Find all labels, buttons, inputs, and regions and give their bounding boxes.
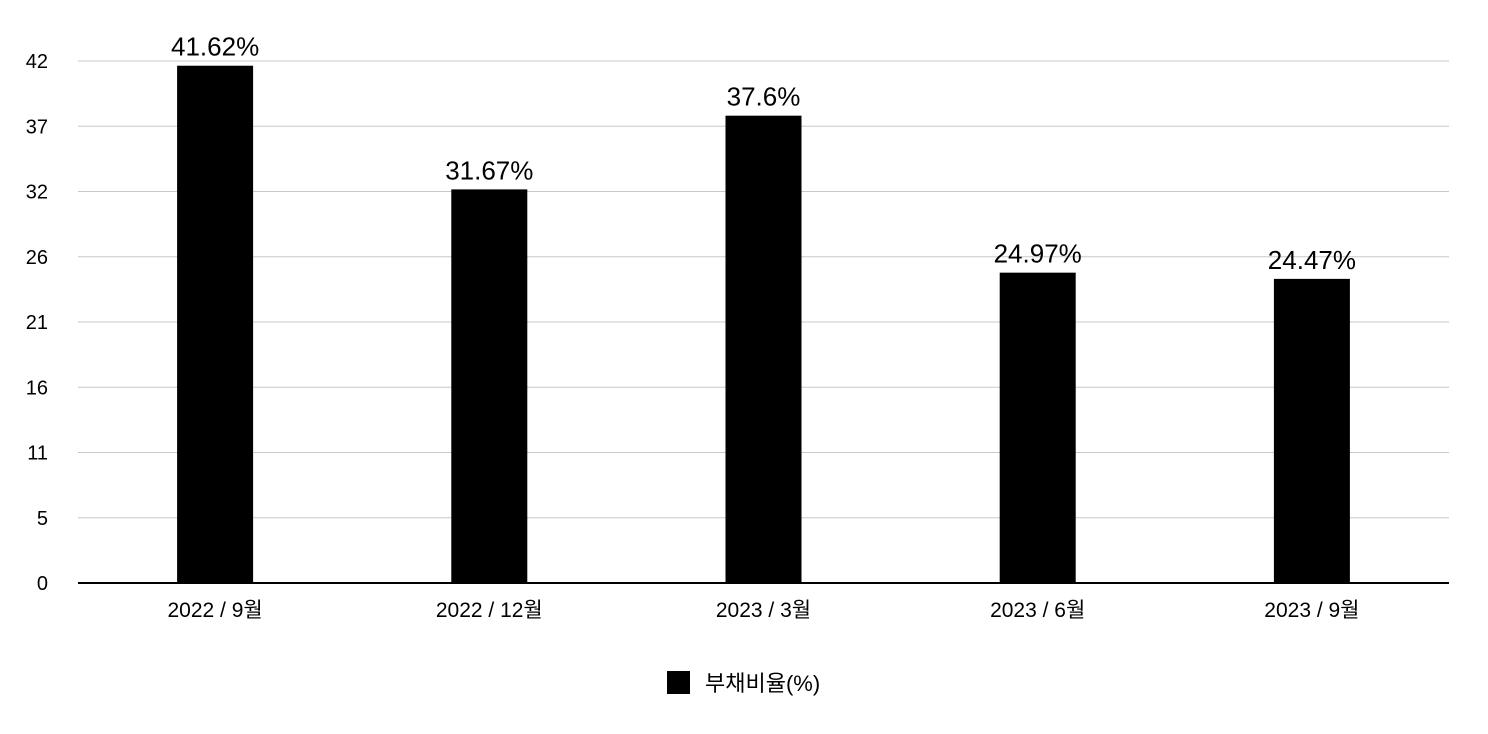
data-label: 37.6% bbox=[727, 82, 801, 112]
data-label: 41.62% bbox=[171, 32, 259, 62]
x-tick-label: 2023 / 6월 bbox=[990, 599, 1085, 622]
y-tick-label: 37 bbox=[26, 116, 48, 138]
legend: 부채비율(%) bbox=[667, 671, 820, 696]
data-label: 31.67% bbox=[445, 155, 533, 185]
x-tick-label: 2022 / 12월 bbox=[436, 599, 543, 622]
data-label: 24.97% bbox=[994, 239, 1082, 269]
y-tick-label: 26 bbox=[26, 247, 48, 269]
bars bbox=[177, 65, 1350, 584]
y-tick-label: 16 bbox=[26, 377, 48, 399]
bar bbox=[177, 65, 254, 584]
y-tick-label: 32 bbox=[26, 182, 48, 204]
bar bbox=[1273, 278, 1350, 583]
x-axis-ticks: 2022 / 9월 2022 / 12월 2023 / 3월 2023 / 6월 202… bbox=[167, 599, 1359, 622]
y-tick-label: 11 bbox=[27, 443, 48, 465]
y-tick-label: 21 bbox=[26, 312, 48, 334]
x-tick-label: 2022 / 9월 bbox=[167, 599, 262, 622]
bar bbox=[451, 189, 528, 583]
y-tick-label: 5 bbox=[37, 508, 48, 530]
y-tick-label: 0 bbox=[37, 573, 48, 595]
bar bbox=[725, 115, 802, 583]
y-axis-ticks: 0 5 11 16 21 26 32 37 42 bbox=[26, 51, 48, 595]
data-label: 24.47% bbox=[1268, 245, 1356, 275]
x-tick-label: 2023 / 3월 bbox=[716, 599, 811, 622]
x-tick-label: 2023 / 9월 bbox=[1264, 599, 1359, 622]
bar bbox=[999, 272, 1076, 583]
data-labels: 41.62% 31.67% 37.6% 24.97% 24.47% bbox=[171, 32, 1356, 275]
legend-label: 부채비율(%) bbox=[705, 671, 820, 696]
y-tick-label: 42 bbox=[26, 51, 48, 73]
legend-swatch bbox=[667, 671, 690, 694]
